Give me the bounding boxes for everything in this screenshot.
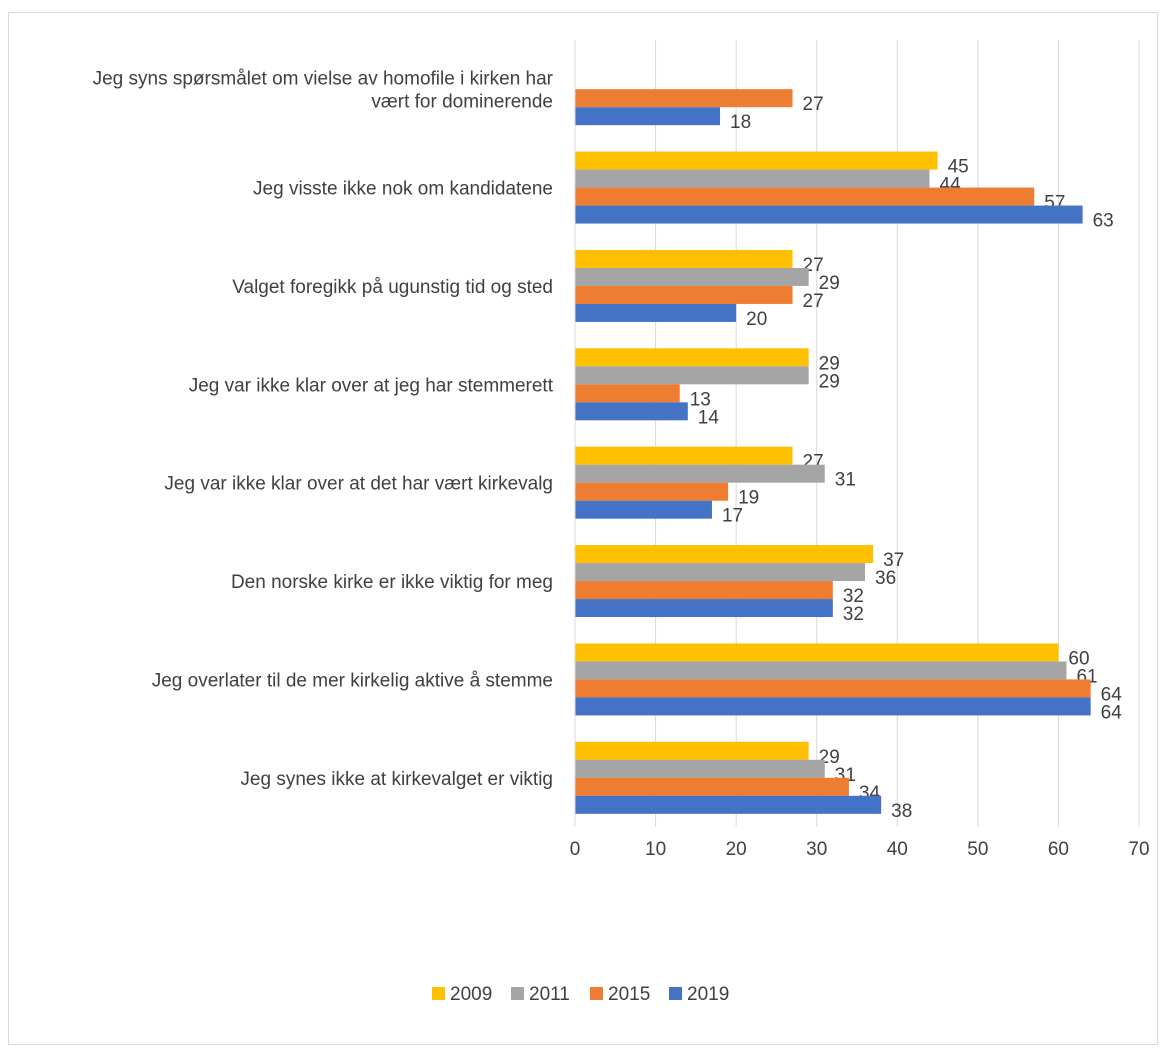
bar bbox=[575, 581, 833, 600]
category-label: Jeg synes ikke at kirkevalget er viktig bbox=[240, 769, 553, 790]
legend-label: 2009 bbox=[450, 984, 492, 1005]
bar bbox=[575, 151, 938, 170]
bar bbox=[575, 795, 882, 814]
data-label: 36 bbox=[875, 568, 896, 589]
bar bbox=[575, 741, 809, 760]
bar bbox=[575, 545, 874, 564]
bar bbox=[575, 482, 729, 501]
data-label: 29 bbox=[819, 353, 840, 374]
bar bbox=[575, 285, 793, 304]
bar bbox=[575, 249, 793, 268]
data-label: 32 bbox=[843, 586, 864, 607]
legend-label: 2011 bbox=[529, 984, 570, 1005]
data-label: 20 bbox=[746, 309, 767, 330]
data-label: 45 bbox=[948, 157, 969, 178]
data-label: 13 bbox=[690, 389, 711, 410]
bar bbox=[575, 303, 737, 322]
bar bbox=[575, 384, 680, 403]
data-label: 63 bbox=[1093, 211, 1114, 232]
legend-swatch bbox=[511, 987, 524, 1000]
bar bbox=[575, 697, 1091, 716]
bar bbox=[575, 661, 1067, 680]
category-label: Jeg syns spørsmålet om vielse av homofil… bbox=[93, 69, 554, 90]
legend-label: 2019 bbox=[687, 984, 729, 1005]
data-label: 31 bbox=[835, 470, 856, 491]
data-label: 29 bbox=[819, 273, 840, 294]
bar bbox=[575, 169, 930, 188]
x-tick-label: 60 bbox=[1048, 839, 1069, 860]
category-label: Jeg var ikke klar over at det har vært k… bbox=[164, 474, 553, 495]
data-label: 17 bbox=[722, 506, 743, 527]
bar bbox=[575, 402, 688, 421]
legend-label: 2015 bbox=[608, 984, 650, 1005]
data-label: 37 bbox=[883, 550, 904, 571]
category-label: Den norske kirke er ikke viktig for meg bbox=[231, 572, 553, 593]
bar bbox=[575, 679, 1091, 698]
bar bbox=[575, 107, 721, 126]
x-tick-label: 0 bbox=[570, 839, 581, 860]
bar bbox=[575, 446, 793, 465]
data-label: 64 bbox=[1101, 684, 1123, 705]
x-tick-label: 30 bbox=[806, 839, 827, 860]
bar bbox=[575, 777, 849, 796]
category-label: vært for dominerende bbox=[371, 92, 553, 113]
bar bbox=[575, 599, 833, 618]
category-label: Valget foregikk på ugunstig tid og sted bbox=[232, 277, 553, 298]
legend-swatch bbox=[669, 987, 682, 1000]
bar bbox=[575, 205, 1083, 224]
bar bbox=[575, 366, 809, 385]
data-label: 19 bbox=[738, 488, 759, 509]
data-label: 32 bbox=[843, 604, 864, 625]
bar bbox=[575, 89, 793, 108]
category-label: Jeg var ikke klar over at jeg har stemme… bbox=[189, 375, 554, 396]
data-label: 38 bbox=[891, 801, 912, 822]
x-tick-label: 70 bbox=[1128, 839, 1149, 860]
bar bbox=[575, 464, 825, 483]
bar bbox=[575, 563, 866, 582]
x-tick-label: 40 bbox=[887, 839, 908, 860]
bar bbox=[575, 348, 809, 367]
x-tick-label: 20 bbox=[726, 839, 747, 860]
data-label: 27 bbox=[803, 94, 824, 115]
bar bbox=[575, 759, 825, 778]
x-tick-label: 10 bbox=[645, 839, 666, 860]
legend-swatch bbox=[432, 987, 445, 1000]
bar bbox=[575, 267, 809, 286]
bar bbox=[575, 643, 1059, 662]
bar bbox=[575, 500, 712, 519]
x-tick-label: 50 bbox=[967, 839, 988, 860]
bar bbox=[575, 187, 1035, 206]
data-label: 64 bbox=[1101, 702, 1123, 723]
legend-swatch bbox=[590, 987, 603, 1000]
data-label: 29 bbox=[819, 371, 840, 392]
data-label: 27 bbox=[803, 291, 824, 312]
category-label: Jeg visste ikke nok om kandidatene bbox=[253, 179, 553, 200]
data-label: 14 bbox=[698, 407, 720, 428]
data-label: 60 bbox=[1068, 648, 1089, 669]
data-label: 18 bbox=[730, 112, 751, 133]
category-label: Jeg overlater til de mer kirkelig aktive… bbox=[152, 670, 553, 691]
